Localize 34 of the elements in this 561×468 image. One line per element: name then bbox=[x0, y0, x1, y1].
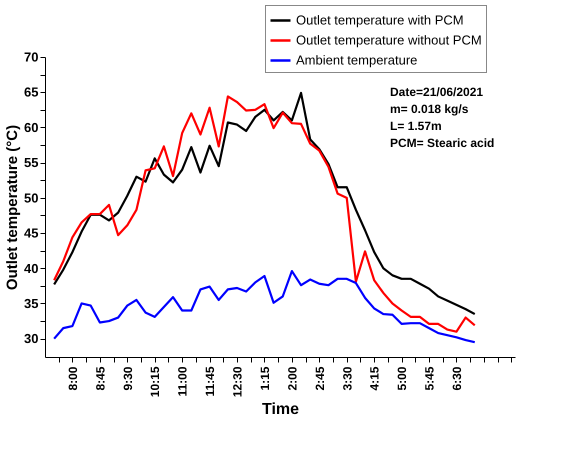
line-series bbox=[53, 270, 476, 344]
y-tick-label: 70 bbox=[24, 50, 38, 64]
x-tick-label: 1:15 bbox=[258, 366, 272, 391]
x-tick-label: 9:30 bbox=[120, 366, 135, 391]
x-axis-title: Time bbox=[262, 401, 300, 418]
x-tick-label: 3:30 bbox=[340, 366, 354, 391]
x-tick-label: 12:30 bbox=[230, 366, 245, 398]
x-tick-label: 6:30 bbox=[450, 366, 464, 391]
x-tick-label: 5:00 bbox=[395, 366, 410, 391]
y-tick-label: 65 bbox=[24, 84, 38, 100]
annotation: m= 0.018 kg/s bbox=[390, 102, 469, 116]
y-tick-label: 60 bbox=[24, 120, 38, 135]
annotation: L= 1.57m bbox=[390, 119, 442, 133]
x-tick-label: 8:00 bbox=[66, 366, 80, 391]
x-tick-label: 2:00 bbox=[285, 366, 300, 391]
x-tick-label: 11:45 bbox=[203, 366, 218, 397]
x-tick-label: 4:15 bbox=[368, 366, 382, 391]
y-tick-label: 35 bbox=[24, 296, 38, 311]
y-axis-title: Outlet temperature (°C) bbox=[4, 124, 22, 290]
y-tick-label: 55 bbox=[24, 155, 38, 170]
annotation: Date=21/06/2021 bbox=[390, 85, 484, 99]
x-tick-label: 5:45 bbox=[422, 366, 437, 391]
x-tick-label: 2:45 bbox=[312, 366, 327, 391]
x-tick-label: 11:00 bbox=[176, 366, 190, 397]
y-tick-label: 50 bbox=[24, 190, 38, 206]
annotation: PCM= Stearic acid bbox=[390, 136, 494, 150]
legend-label: Ambient temperature bbox=[296, 52, 418, 68]
y-tick-label: 30 bbox=[24, 331, 38, 346]
legend-label: Outlet temperature without PCM bbox=[296, 32, 482, 48]
x-tick-label: 8:45 bbox=[93, 366, 108, 391]
y-tick-label: 45 bbox=[24, 226, 38, 241]
x-tick-label: 10:15 bbox=[148, 366, 162, 398]
y-tick-label: 40 bbox=[24, 260, 38, 276]
legend-label: Outlet temperature with PCM bbox=[296, 12, 464, 28]
